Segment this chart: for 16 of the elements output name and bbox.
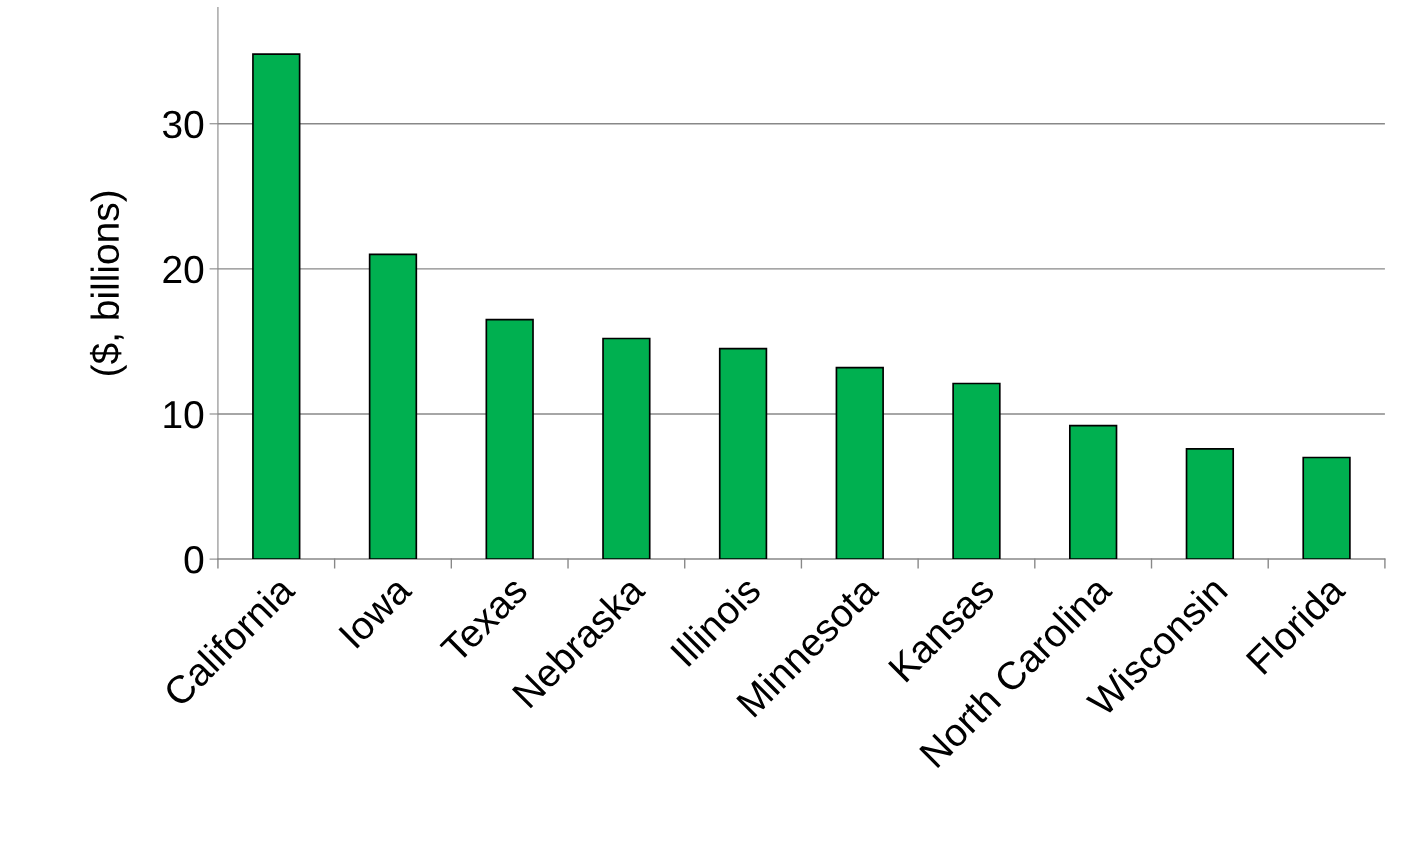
x-tick-label: Iowa: [338, 574, 414, 649]
y-tick-label: 30: [162, 110, 204, 139]
y-tick-label: 20: [163, 255, 204, 284]
bar: [602, 337, 651, 560]
bar: [952, 382, 1001, 560]
y-tick-label: 10: [164, 400, 204, 429]
bar: [1068, 424, 1118, 560]
bar: [368, 253, 418, 560]
y-axis-title: ($, billions): [89, 191, 127, 375]
bar: [1302, 456, 1351, 560]
bar: [835, 366, 884, 560]
y-tick-label: 0: [184, 546, 204, 574]
bar: [252, 53, 301, 560]
bar: [1185, 447, 1235, 560]
bar: [718, 347, 768, 560]
bar: [485, 318, 534, 560]
